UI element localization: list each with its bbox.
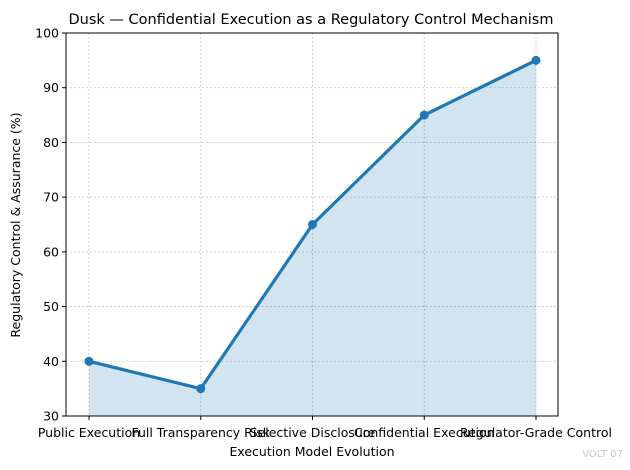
data-point — [531, 55, 541, 65]
y-tick-label: 30 — [43, 409, 59, 424]
y-tick-label: 50 — [43, 299, 59, 314]
y-axis-label: Regulatory Control & Assurance (%) — [8, 112, 23, 337]
y-axis: 30 40 50 60 70 80 90 100 — [35, 26, 66, 424]
watermark: VOLT 07 — [582, 449, 623, 460]
x-tick-label: Confidential Execution — [354, 425, 495, 440]
y-tick-label: 40 — [43, 354, 59, 369]
data-point — [196, 384, 206, 394]
y-tick-label: 80 — [43, 135, 59, 150]
x-tick-label: Regulator-Grade Control — [460, 425, 612, 440]
data-point — [84, 356, 94, 366]
series-points — [84, 55, 541, 394]
y-tick-label: 90 — [43, 80, 59, 95]
chart-title: Dusk — Confidential Execution as a Regul… — [69, 12, 554, 28]
x-tick-label: Full Transparency Risk — [131, 425, 270, 440]
plot-area — [65, 32, 559, 417]
area-fill-region — [89, 60, 536, 416]
y-tick-label: 70 — [43, 190, 59, 205]
x-tick-label: Public Execution — [38, 425, 140, 440]
x-axis-label: Execution Model Evolution — [229, 444, 394, 459]
y-tick-label: 100 — [35, 26, 59, 41]
x-tick-label: Selective Disclosure — [250, 425, 376, 440]
data-point — [419, 110, 429, 120]
y-tick-label: 60 — [43, 244, 59, 259]
area-fill — [89, 60, 536, 416]
data-point — [308, 220, 317, 229]
